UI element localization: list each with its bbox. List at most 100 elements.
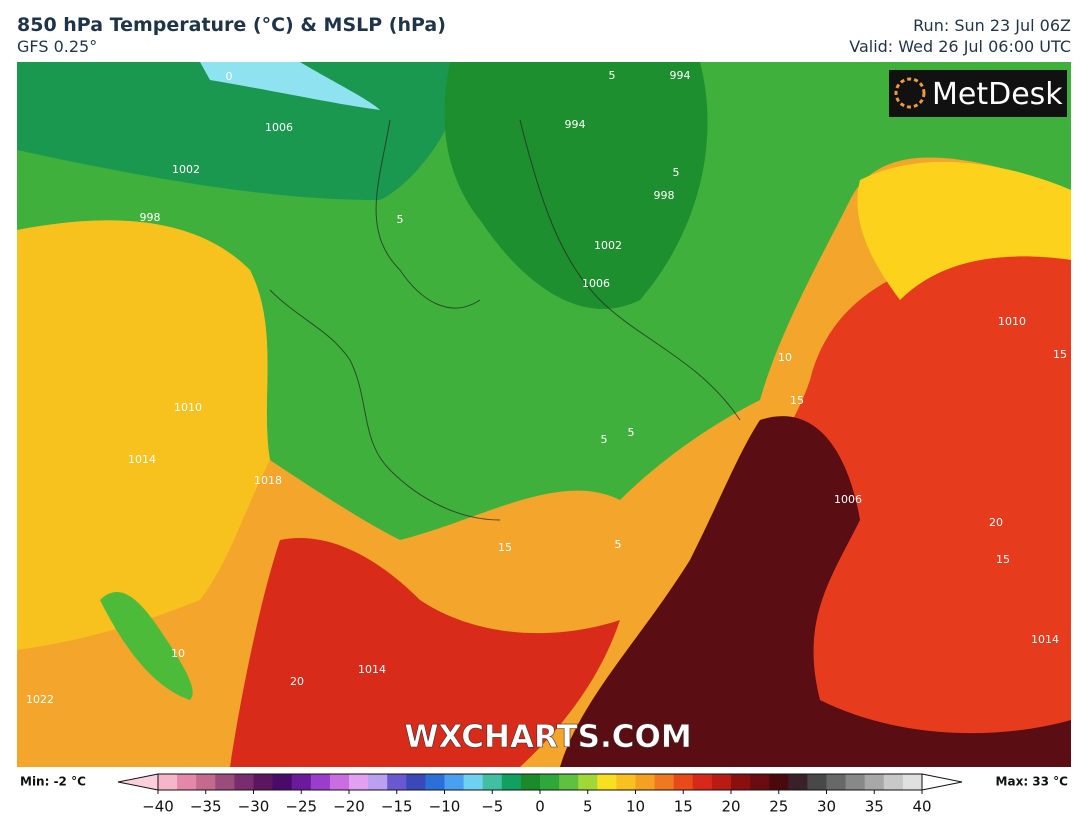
colorbar-swatch (425, 774, 445, 790)
valid: Valid: Wed 26 Jul 06:00 UTC (849, 37, 1071, 56)
colorbar-tick-label: −5 (481, 798, 503, 816)
contour-label: 5 (609, 69, 616, 82)
colorbar-tick-label: 20 (721, 798, 740, 816)
colorbar-swatch (196, 774, 216, 790)
colorbar-swatch (788, 774, 808, 790)
colorbar-swatch (177, 774, 197, 790)
colorbar-tick-label: −10 (429, 798, 461, 816)
contour-label: 5 (601, 433, 608, 446)
contour-label: 1010 (998, 315, 1026, 328)
colorbar: −40 −35 −30 −25 −20 −15 −10 −5 0 5 10 15 20 25 30 35 40 … (20, 773, 1069, 816)
colorbar-swatch (329, 774, 350, 790)
contour-label: 1002 (594, 239, 622, 252)
contour-label: 10 (171, 647, 185, 660)
colorbar-swatch (215, 774, 235, 790)
watermark: WXCHARTS.COM (404, 719, 691, 755)
contour-label: 1002 (172, 163, 200, 176)
contour-label: 5 (397, 213, 404, 226)
colorbar-swatch (291, 774, 312, 790)
colorbar-tick-label: −15 (381, 798, 413, 816)
colorbar-swatch (902, 774, 923, 790)
colorbar-tick-label: −20 (333, 798, 365, 816)
colorbar-swatch (387, 774, 407, 790)
colorbar-tick-label: −40 (142, 798, 174, 816)
contour-label: 15 (996, 553, 1010, 566)
logo-text: MetDesk (932, 77, 1063, 112)
max-label: Max: 33 °C (996, 775, 1069, 789)
colorbar-tick-label: 0 (535, 798, 545, 816)
colorbar-tick-label: 35 (865, 798, 884, 816)
contour-label: 0 (226, 70, 233, 83)
contour-label: 1010 (174, 401, 202, 414)
contour-label: 1014 (128, 453, 156, 466)
colorbar-swatch (883, 774, 904, 790)
colorbar-swatch (349, 774, 369, 790)
contour-label: 998 (140, 211, 161, 224)
contour-label: 5 (615, 538, 622, 551)
colorbar-swatch (272, 774, 293, 790)
colorbar-swatch (234, 774, 254, 790)
colorbar-tick-label: 15 (674, 798, 693, 816)
colorbar-swatch (750, 774, 770, 790)
colorbar-swatch (310, 774, 331, 790)
contour-labels: 0100610029989949945559981002100610101510… (26, 69, 1067, 706)
colorbar-end (117, 773, 159, 791)
min-label: Min: -2 °C (20, 775, 86, 789)
colorbar-swatch (540, 774, 560, 790)
contour-label: 10 (778, 351, 792, 364)
contour-label: 1018 (254, 474, 282, 487)
map (17, 62, 1071, 767)
contour-label: 998 (654, 189, 675, 202)
colorbar-swatch (578, 774, 598, 790)
contour-label: 1006 (582, 277, 610, 290)
colorbar-tick-label: 10 (626, 798, 645, 816)
colorbar-swatch (769, 774, 789, 790)
contour-label: 994 (565, 118, 586, 131)
colorbar-swatch (444, 774, 465, 790)
colorbar-swatch (158, 774, 178, 790)
run: Run: Sun 23 Jul 06Z (913, 16, 1071, 35)
colorbar-swatch (597, 774, 617, 790)
contour-label: 15 (1053, 348, 1067, 361)
colorbar-swatch (559, 774, 579, 790)
colorbar-tick-label: −30 (238, 798, 270, 816)
contour-label: 15 (790, 394, 804, 407)
colorbar-swatch (616, 774, 636, 790)
subtitle: GFS 0.25° (17, 37, 97, 56)
header: 850 hPa Temperature (°C) & MSLP (hPa) GF… (17, 14, 1071, 56)
contour-label: 1014 (358, 663, 386, 676)
colorbar-swatch (406, 774, 426, 790)
colorbar-swatch (826, 774, 847, 790)
colorbar-swatch (864, 774, 885, 790)
colorbar-tick-label: 30 (817, 798, 836, 816)
colorbar-tick-label: 40 (912, 798, 931, 816)
colorbar-tick-label: −35 (190, 798, 222, 816)
contour-label: 994 (670, 69, 691, 82)
colorbar-swatch (368, 774, 388, 790)
colorbar-swatch (482, 774, 503, 790)
colorbar-tick-label: −25 (285, 798, 317, 816)
colorbar-tick-label: 5 (583, 798, 593, 816)
contour-label: 5 (628, 426, 635, 439)
colorbar-swatch (253, 774, 274, 790)
colorbar-swatch (654, 774, 675, 790)
colorbar-swatch (807, 774, 827, 790)
colorbar-swatch (501, 774, 522, 790)
colorbar-swatch (692, 774, 713, 790)
contour-label: 15 (498, 541, 512, 554)
contour-label: 20 (989, 516, 1003, 529)
contour-label: 1006 (834, 493, 862, 506)
colorbar-swatch (673, 774, 694, 790)
colorbar-end (921, 773, 963, 791)
colorbar-swatch (635, 774, 656, 790)
logo: MetDesk (889, 70, 1067, 117)
contour-label: 1014 (1031, 633, 1059, 646)
contour-label: 5 (673, 166, 680, 179)
colorbar-swatch (711, 774, 732, 790)
contour-label: 1022 (26, 693, 54, 706)
colorbar-swatch (731, 774, 751, 790)
colorbar-swatch (845, 774, 866, 790)
colorbar-swatch (520, 774, 541, 790)
contour-label: 20 (290, 675, 304, 688)
